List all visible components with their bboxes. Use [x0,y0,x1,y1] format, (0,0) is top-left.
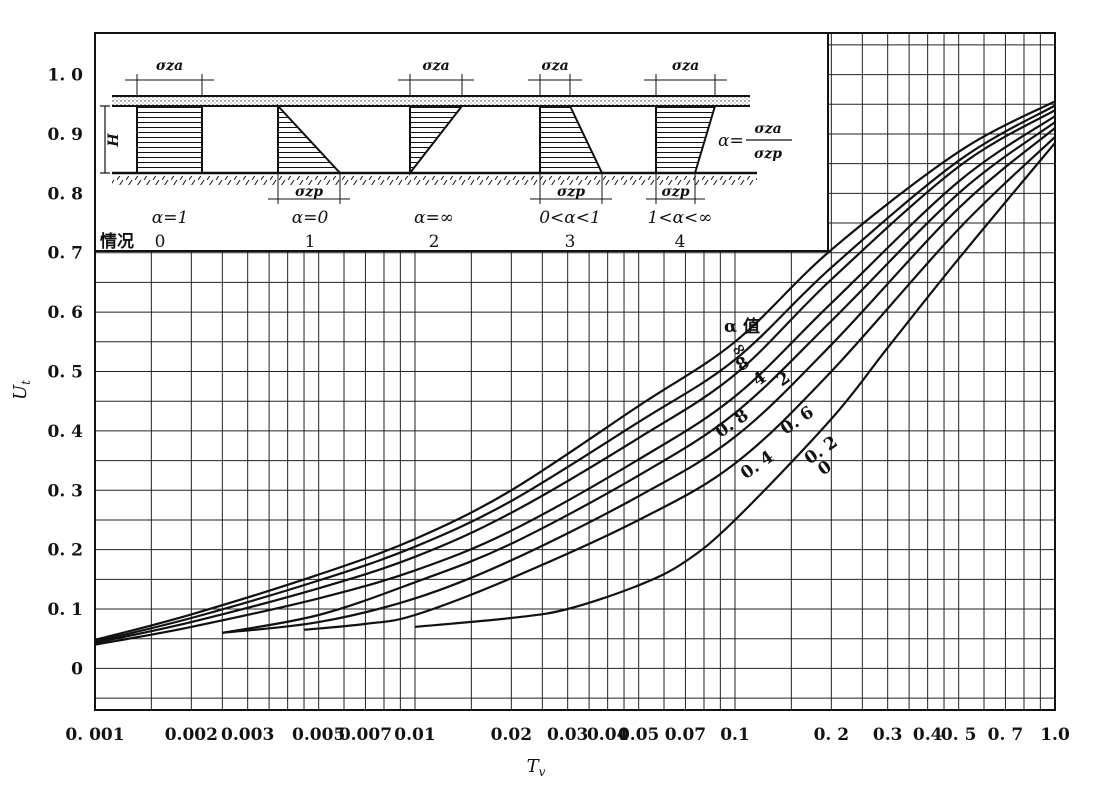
x-tick-label: 0. 001 [65,725,124,745]
stress-shape-0 [136,105,203,174]
series-line-7 [414,142,1056,628]
series-line-5 [222,127,1056,634]
x-tick-label: 0.04 [587,725,629,745]
alpha-def-label: α= [718,131,744,151]
x-tick-label: 0.1 [720,725,750,745]
series-group [94,100,1056,646]
y-tick-label: 0. 9 [48,125,84,145]
x-tick-label: 0. 7 [988,725,1024,745]
legend-title: α 值 [724,316,760,337]
stress-shape-2 [409,105,465,176]
series-line-0 [94,100,1056,641]
sigma-zp-label: σzp [557,184,585,200]
case-number: 1 [305,232,316,252]
x-tick-label: 0.003 [221,725,274,745]
sigma-zp-label: σzp [661,184,689,200]
sigma-zp-label: σzp [295,184,323,200]
series-line-6 [303,136,1056,631]
alpha-denominator: σzp [754,146,782,162]
sigma-za-label: σza [672,58,699,74]
series-line-3 [94,115,1056,646]
y-tick-label: 0 [71,659,83,679]
x-tick-label: 0.4 [913,725,943,745]
series-line-2 [94,109,1056,644]
x-axis-title: Tv [527,756,546,779]
series-line-1 [94,104,1056,643]
x-tick-label: 0.02 [491,725,532,745]
curve-label-6: 0. 4 [737,447,778,484]
x-tick-label: 0.3 [873,725,903,745]
stress-shape-1 [277,103,343,174]
h-label: H [106,133,122,148]
ground-hatch [112,176,757,185]
x-tick-label: 0.002 [165,725,218,745]
y-tick-label: 0. 6 [48,303,84,323]
x-tick-label: 0. 2 [814,725,850,745]
x-tick-label: 0.05 [618,725,659,745]
x-tick-label: 0.005 [292,725,345,745]
sigma-za-label: σza [422,58,449,74]
inset-box [94,32,829,252]
y-axis-title: Ut [10,380,33,400]
y-tick-label: 0. 5 [48,363,84,383]
y-tick-label: 0. 1 [48,600,84,620]
y-tick-label: 0. 2 [48,541,84,561]
case-alpha-label: 1<α<∞ [648,208,713,228]
case-number: 2 [429,232,440,252]
case-number: 0 [155,232,166,252]
x-tick-label: 1.0 [1040,725,1070,745]
case-alpha-label: α=0 [292,208,329,228]
curve-label-5: 0. 6 [777,402,818,439]
sigma-za-label: σza [156,58,183,74]
x-tick-label: 0.007 [339,725,392,745]
y-tick-label: 0. 7 [48,244,84,264]
case-alpha-label: α=∞ [414,208,454,228]
x-tick-label: 0. 5 [941,725,977,745]
surface-layer [112,96,750,106]
y-tick-label: 0. 3 [48,481,84,501]
case-number: 4 [675,232,686,252]
x-tick-label: 0.01 [394,725,435,745]
sigma-za-label: σza [541,58,568,74]
case-number: 3 [565,232,576,252]
x-tick-label: 0.07 [665,725,706,745]
axis-titles: Tv Ut [10,380,546,779]
case-alpha-label: α=1 [152,208,189,228]
series-line-4 [222,121,1056,634]
y-tick-label: 0. 8 [48,184,84,204]
case-alpha-label: 0<α<1 [539,208,601,228]
y-tick-label: 0. 4 [48,422,84,442]
x-tick-label: 0.03 [547,725,588,745]
curve-label-4: 0. 8 [712,405,753,442]
y-tick-label: 1. 0 [48,66,84,86]
case-row-label: 情况 [100,231,134,252]
alpha-numerator: σza [754,121,781,137]
